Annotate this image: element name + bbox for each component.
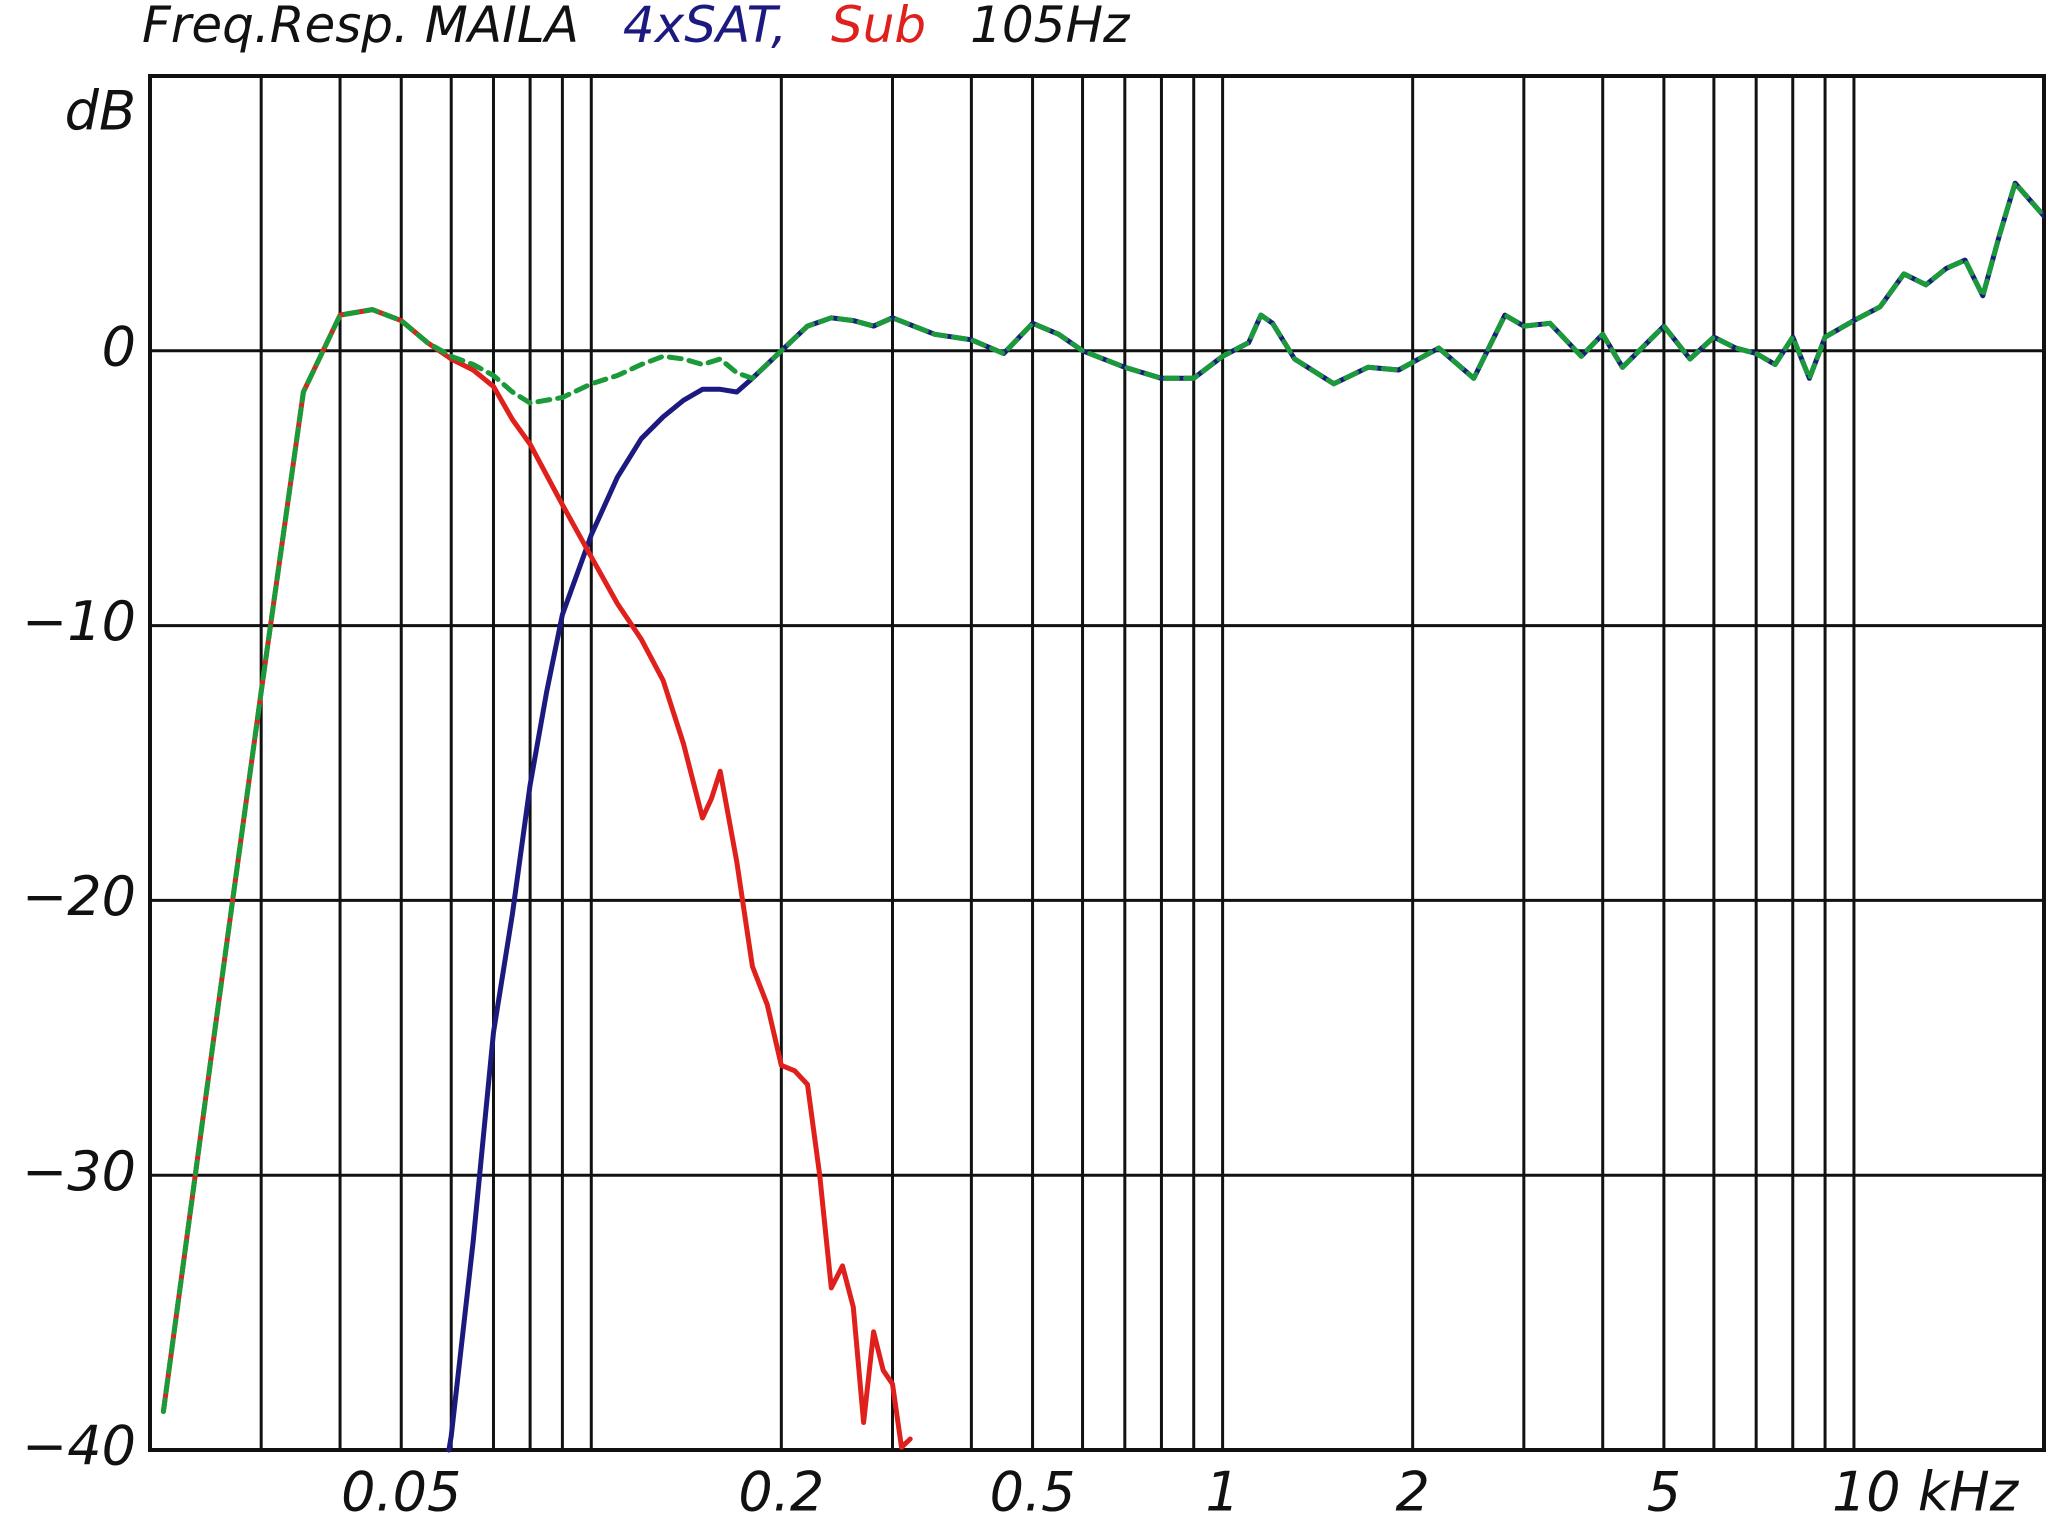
- y-tick-label: 0: [102, 315, 136, 378]
- x-tick-label: 0.2: [738, 1461, 824, 1519]
- x-tick-label: 0.05: [341, 1461, 461, 1519]
- series-line: [160, 180, 2044, 1414]
- y-tick-label: −10: [22, 590, 136, 653]
- x-tick-label: 10 kHz: [1832, 1461, 2020, 1519]
- y-tick-label: −20: [22, 865, 136, 928]
- series-line: [160, 307, 913, 1450]
- x-tick-label: 2: [1395, 1461, 1429, 1519]
- y-tick-label: −40: [22, 1415, 136, 1478]
- chart-title: Freq.Resp. MAILA 4xSAT, Sub 105Hz: [142, 0, 1131, 54]
- title-suffix: 105Hz: [970, 0, 1131, 54]
- x-tick-label: 0.5: [990, 1461, 1076, 1519]
- y-tick-label: −30: [22, 1140, 136, 1203]
- x-tick-label: 5: [1647, 1461, 1681, 1519]
- y-axis-label: dB: [65, 80, 136, 143]
- plot-frame: [148, 74, 2046, 1452]
- legend-entry: 4xSAT,: [623, 0, 787, 54]
- title-text: Freq.Resp. MAILA: [142, 0, 579, 54]
- legend-entry: Sub: [831, 0, 926, 54]
- x-tick-label: 1: [1205, 1461, 1239, 1519]
